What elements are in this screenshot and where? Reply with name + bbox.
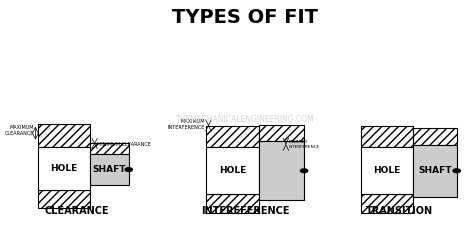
Text: CLEARANCE: CLEARANCE (44, 206, 109, 216)
Text: MAXIMUM
CLEARANCE: MAXIMUM CLEARANCE (5, 125, 34, 136)
Text: MINIMUM CLEARANCE: MINIMUM CLEARANCE (97, 142, 151, 147)
Circle shape (453, 169, 460, 173)
Bar (37, 124, 90, 147)
Bar (206, 147, 258, 194)
Bar (37, 189, 90, 208)
Bar (258, 125, 304, 141)
Text: TYPES OF FIT: TYPES OF FIT (172, 8, 318, 27)
Bar (413, 129, 456, 145)
Bar (206, 126, 258, 147)
Circle shape (301, 169, 308, 173)
Bar (37, 147, 90, 189)
Bar (258, 141, 304, 200)
Text: HOLE: HOLE (50, 164, 77, 173)
Text: THEMECHANICALENGINEERING.COM: THEMECHANICALENGINEERING.COM (175, 114, 314, 124)
Text: TRANSITION: TRANSITION (366, 206, 433, 216)
Bar (361, 147, 413, 194)
Text: MINIMUM
INTERFERENCE: MINIMUM INTERFERENCE (288, 140, 319, 149)
Text: SHAFT: SHAFT (92, 165, 126, 174)
Text: HOLE: HOLE (219, 166, 246, 175)
Bar (361, 126, 413, 147)
Bar (90, 154, 129, 185)
Bar (361, 194, 413, 213)
Text: SHAFT: SHAFT (418, 166, 452, 175)
Bar (90, 143, 129, 154)
Bar (206, 194, 258, 213)
Bar (413, 145, 456, 197)
Circle shape (125, 168, 132, 171)
Text: INTEREFERENCE: INTEREFERENCE (201, 206, 289, 216)
Text: HOLE: HOLE (374, 166, 401, 175)
Text: MAXIMUM
INTERFERENCE: MAXIMUM INTERFERENCE (168, 119, 205, 130)
